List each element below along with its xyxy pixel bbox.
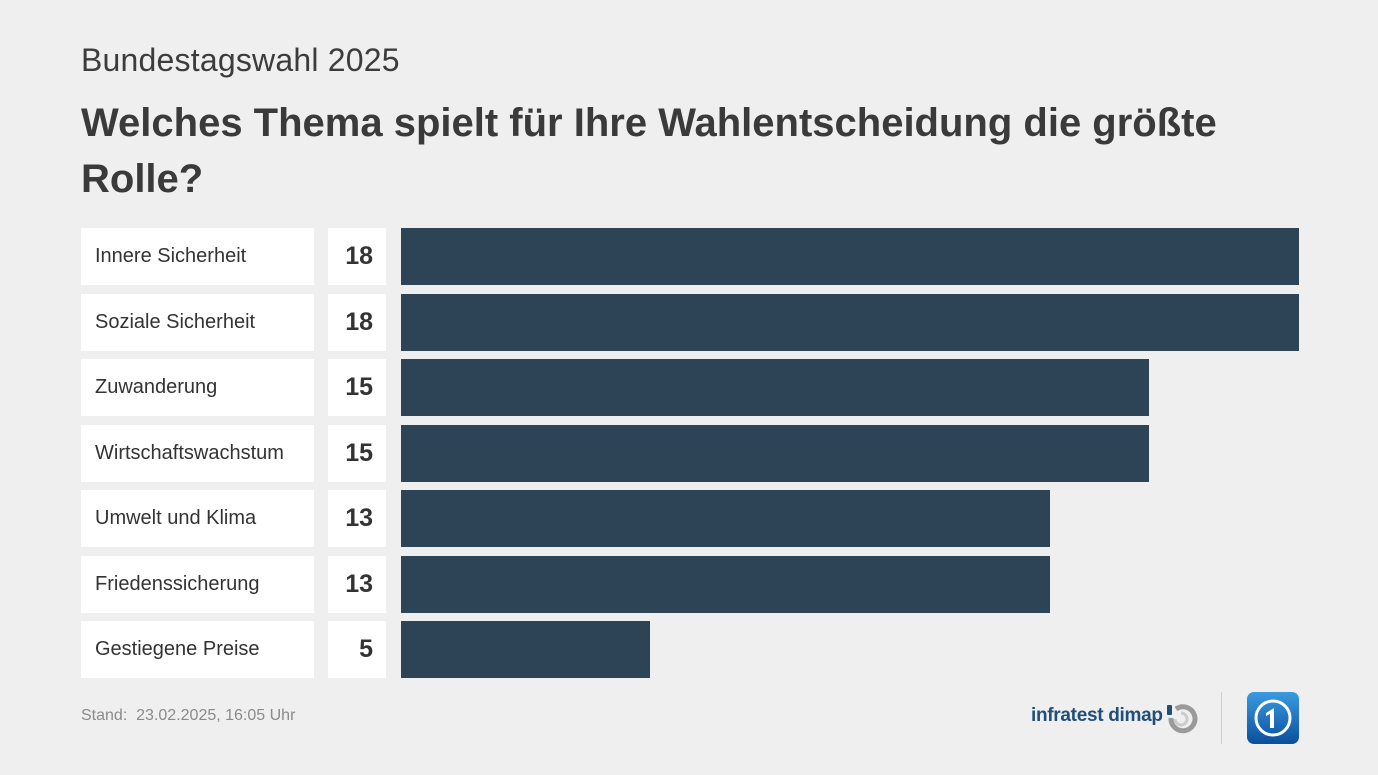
bar-row: Umwelt und Klima 13 <box>0 490 1378 547</box>
infratest-dimap-logo-icon <box>1167 704 1198 734</box>
value-label: 15 <box>328 424 386 482</box>
bar-row: Zuwanderung 15 <box>0 359 1378 416</box>
timestamp-label: Stand: <box>81 707 128 724</box>
supertitle: Bundestagswahl 2025 <box>81 42 400 78</box>
value-label: 13 <box>328 555 386 613</box>
category-label: Zuwanderung <box>81 359 314 416</box>
category-label: Soziale Sicherheit <box>81 293 314 351</box>
bar <box>401 555 1050 613</box>
bar-row: Friedenssicherung 13 <box>0 555 1378 613</box>
category-label: Gestiegene Preise <box>81 621 314 678</box>
brand-name: infratest dimap <box>1031 705 1163 726</box>
category-label: Friedenssicherung <box>81 555 314 613</box>
bar <box>401 359 1149 416</box>
timestamp: Stand: 23.02.2025, 16:05 Uhr <box>81 707 295 725</box>
value-label: 15 <box>328 359 386 416</box>
bar-row: Soziale Sicherheit 18 <box>0 293 1378 351</box>
value-label: 5 <box>328 621 386 678</box>
bar-row: Gestiegene Preise 5 <box>0 621 1378 678</box>
bar-row: Innere Sicherheit 18 <box>0 228 1378 285</box>
chart-title: Welches Thema spielt für Ihre Wahlentsch… <box>81 101 1217 201</box>
timestamp-value: 23.02.2025, 16:05 Uhr <box>136 707 296 724</box>
bar <box>401 424 1149 482</box>
bar <box>401 228 1299 285</box>
bar <box>401 293 1299 351</box>
footer-divider <box>1221 692 1222 744</box>
category-label: Innere Sicherheit <box>81 228 314 285</box>
bar <box>401 621 650 678</box>
bar <box>401 490 1050 547</box>
value-label: 18 <box>328 228 386 285</box>
value-label: 13 <box>328 490 386 547</box>
value-label: 18 <box>328 293 386 351</box>
ard-logo-icon <box>1247 692 1299 744</box>
category-label: Umwelt und Klima <box>81 490 314 547</box>
bar-row: Wirtschaftswachstum 15 <box>0 424 1378 482</box>
category-label: Wirtschaftswachstum <box>81 424 314 482</box>
